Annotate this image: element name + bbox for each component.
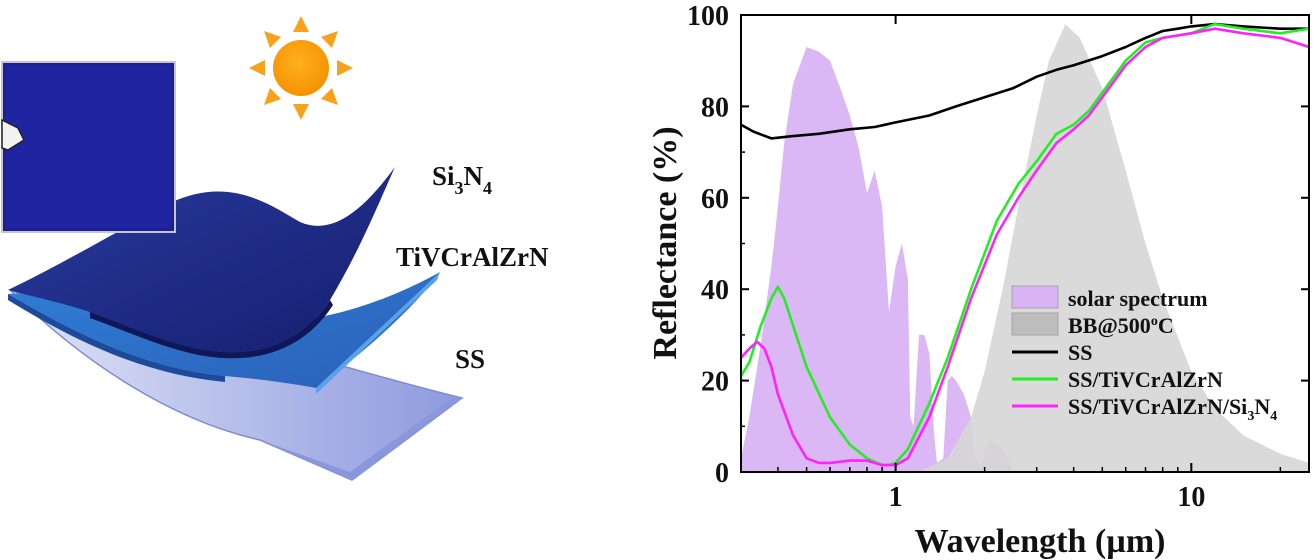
y-tick-label-3: 60: [701, 184, 729, 215]
x-axis-label: Wavelength (µm): [915, 523, 1166, 560]
label-tivcralzrn: TiVCrAlZrN: [396, 242, 549, 272]
legend-swatch-1: [1011, 312, 1059, 336]
legend-label-1: BB@500oC: [1068, 313, 1174, 338]
y-axis-label: Reflectance (%): [647, 126, 684, 359]
legend-swatch-0: [1011, 285, 1059, 309]
layer-tivcralzrn-edge: [316, 272, 440, 394]
legend-label-2: SS: [1068, 340, 1092, 365]
layer-si3n4: [8, 167, 395, 353]
y-tick-label-4: 80: [701, 92, 729, 123]
legend-label-0: solar spectrum: [1068, 286, 1208, 311]
series-line-4: [741, 27, 1309, 467]
x-tick-label-0: 1: [889, 482, 903, 513]
chart: 0 20 40 60 80 100 1 10 Wavelength (µm) Reflecta…: [647, 1, 1310, 560]
plot-area: [741, 22, 1309, 472]
series-line-2: [741, 22, 1309, 140]
legend-label-3: SS/TiVCrAlZrN: [1068, 367, 1223, 392]
series-area-0: [741, 47, 1014, 472]
series-area-1: [919, 24, 1309, 472]
layer-illustration: Si3N4 TiVCrAlZrN SS: [1, 16, 549, 481]
y-tick-label-5: 100: [687, 1, 729, 32]
y-tick-label-1: 20: [701, 367, 729, 398]
sun-icon: [249, 16, 353, 120]
layer-ss-edge: [260, 396, 462, 480]
label-ss: SS: [455, 344, 485, 374]
y-tick-label-2: 40: [701, 275, 729, 306]
label-si3n4: Si3N4: [432, 161, 492, 198]
x-tick-label-1: 10: [1177, 482, 1205, 513]
legend-label-4: SS/TiVCrAlZrN/Si3N4: [1068, 394, 1277, 424]
sample-photo: [1, 61, 176, 233]
series-line-3: [741, 22, 1309, 467]
axes: 0 20 40 60 80 100 1 10: [687, 1, 1309, 513]
y-tick-label-0: 0: [715, 458, 729, 489]
legend: solar spectrumBB@500oCSSSS/TiVCrAlZrNSS/…: [1011, 285, 1277, 424]
